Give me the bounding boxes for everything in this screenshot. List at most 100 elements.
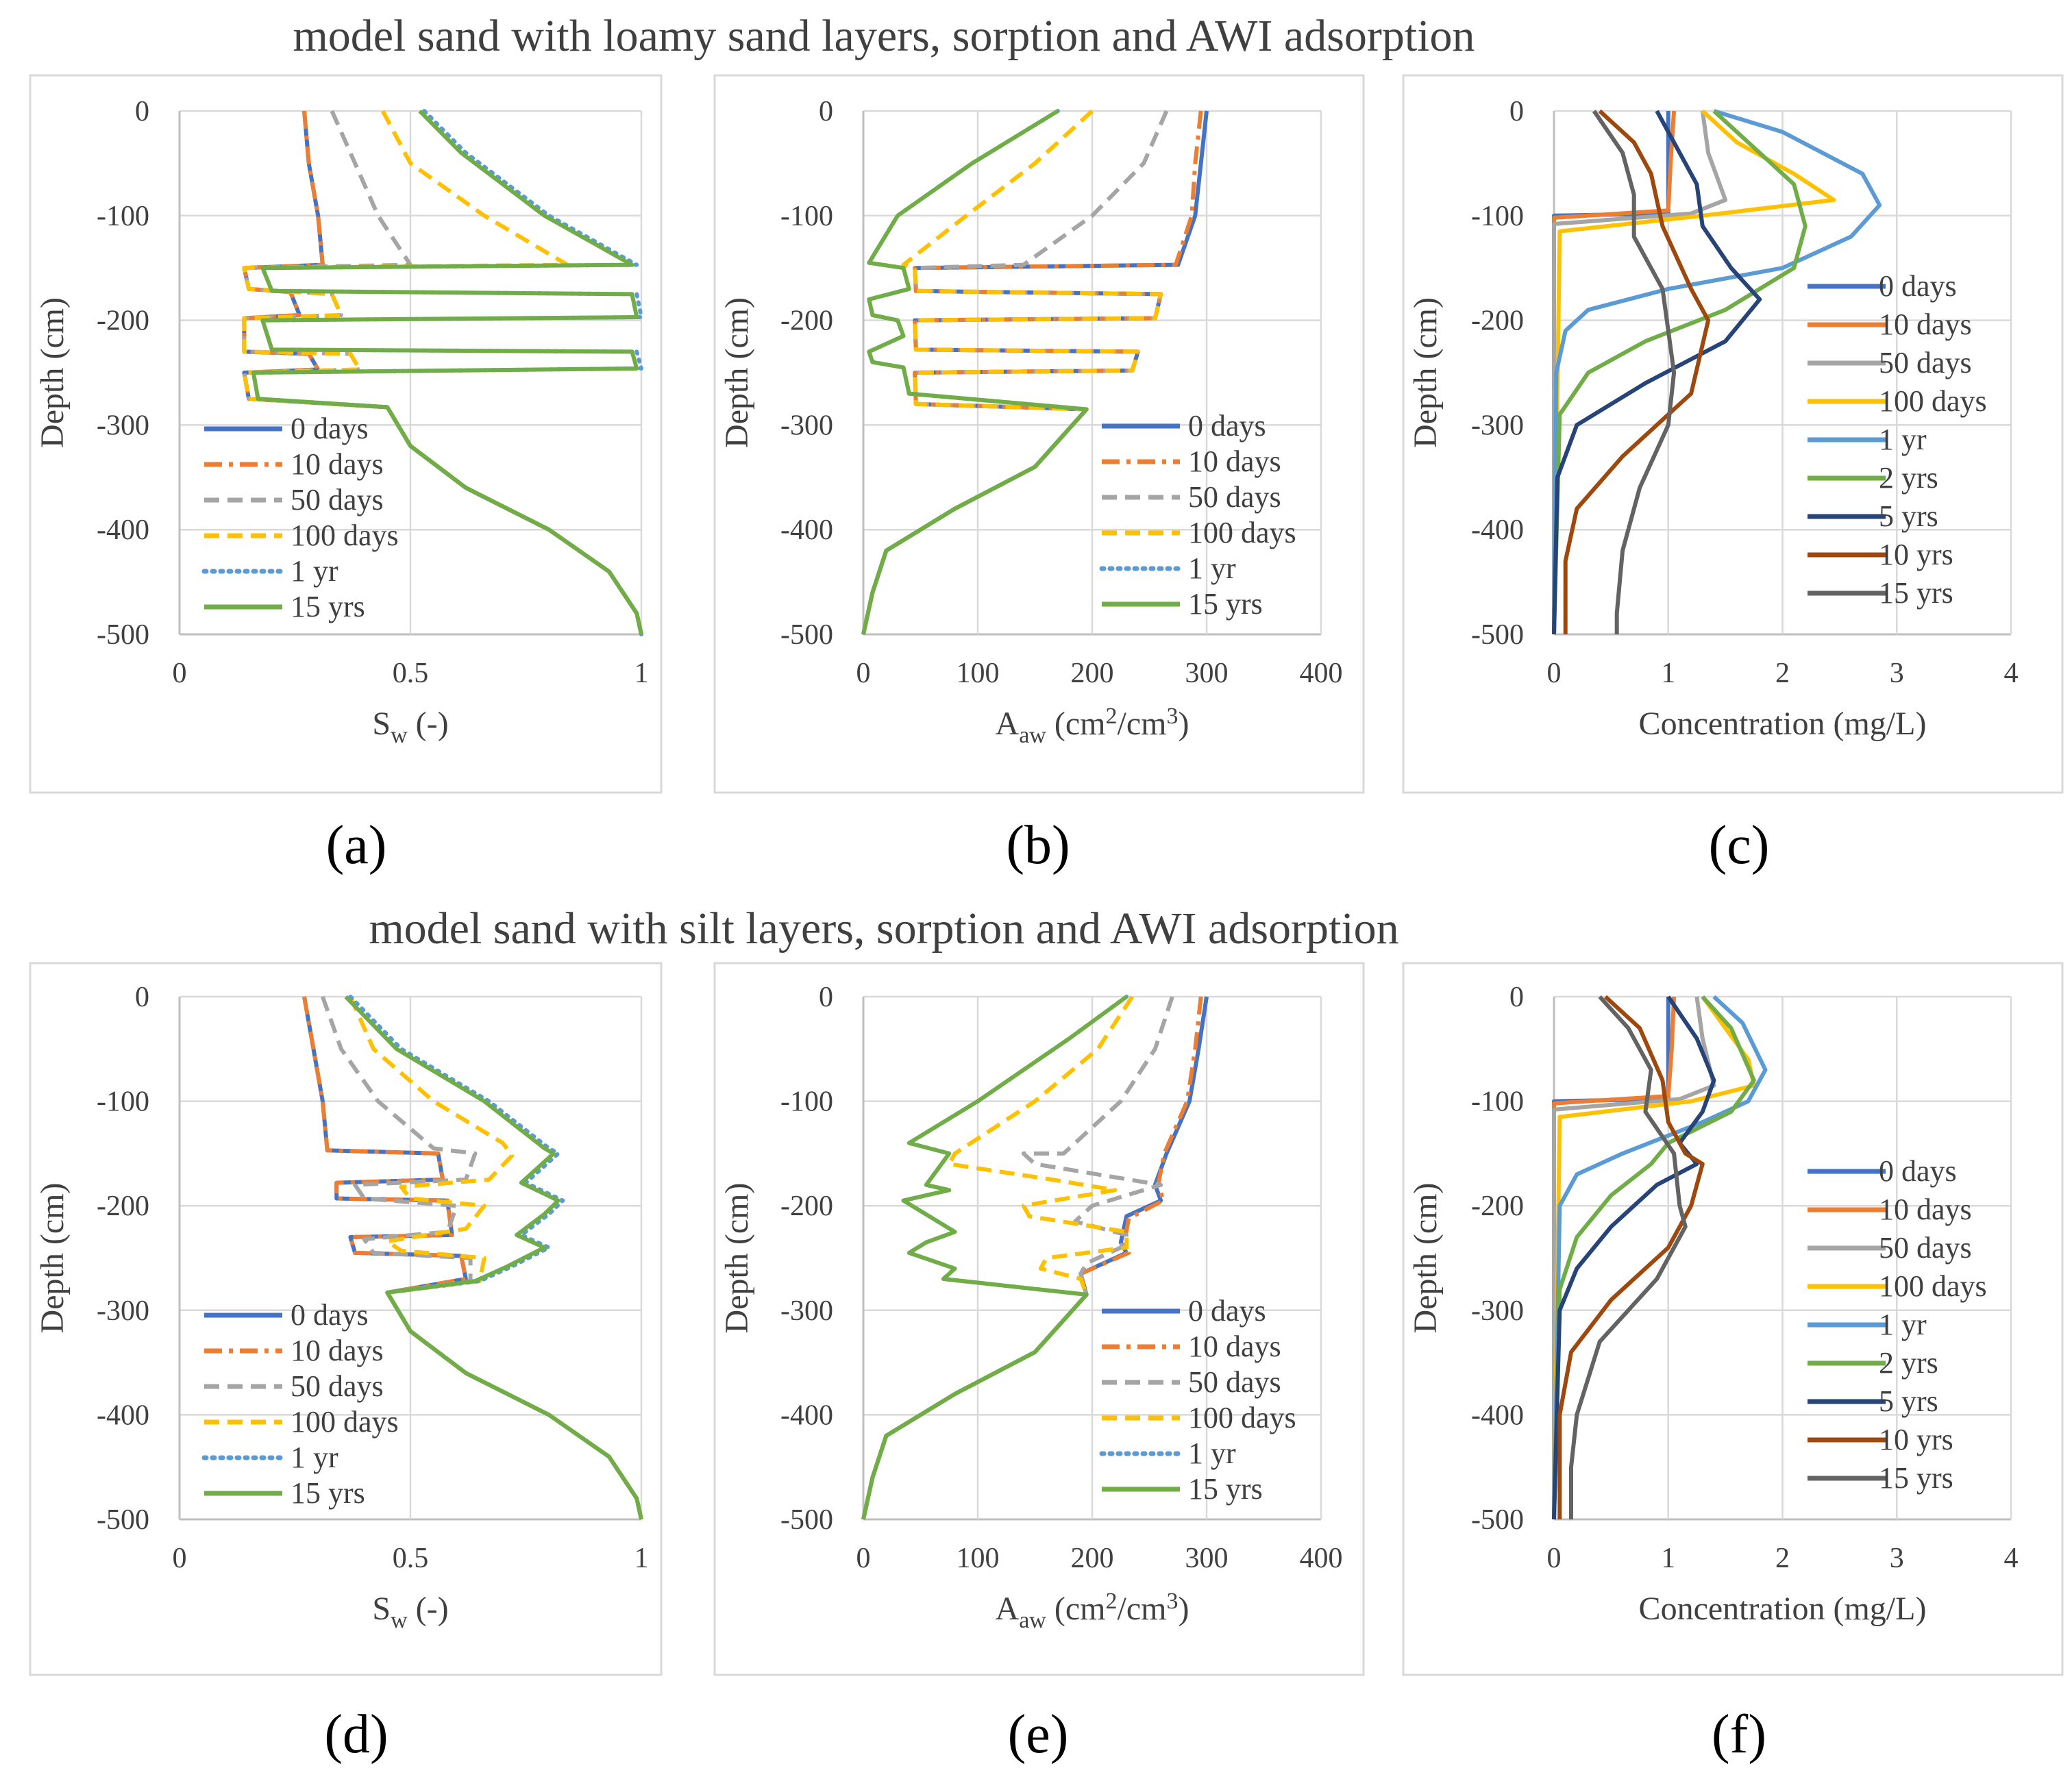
x-axis-title-part: S (372, 1591, 391, 1627)
x-axis-title-part: (cm (1046, 706, 1106, 742)
panel-letter: (c) (1709, 815, 1770, 875)
x-axis-title: Sw (-) (372, 706, 448, 748)
legend-label: 10 days (1188, 445, 1281, 478)
series-line-100-days (1552, 995, 1756, 1520)
y-tick-label: -500 (97, 1504, 149, 1536)
series-line-10-days (302, 996, 643, 1520)
legend-label: 50 days (1188, 1365, 1281, 1399)
x-tick-label: 4 (2004, 658, 2019, 689)
y-tick-label: -100 (780, 1086, 833, 1118)
series-line-5-yrs (1552, 995, 1716, 1520)
y-tick-label: -400 (97, 514, 149, 546)
legend-label: 10 days (1879, 308, 1972, 341)
y-axis-title: Depth (cm) (34, 297, 71, 448)
y-tick-label: -300 (1471, 1295, 1524, 1327)
legend-label: 50 days (1879, 1231, 1972, 1265)
legend-label: 2 yrs (1879, 1346, 1938, 1380)
x-tick-label: 200 (1071, 658, 1114, 689)
x-axis-title-part: (-) (408, 1591, 449, 1627)
y-tick-label: -200 (97, 306, 149, 337)
x-axis-title: Aaw (cm2/cm3) (996, 1589, 1189, 1633)
legend-label: 1 yr (1188, 551, 1236, 585)
x-tick-label: 0 (1547, 658, 1562, 689)
panel-frame (1402, 962, 2064, 1676)
y-tick-label: -300 (97, 1295, 149, 1327)
x-tick-label: 0 (856, 1543, 871, 1574)
x-tick-label: 0 (173, 1543, 187, 1574)
series-line-50-days (861, 110, 1169, 635)
x-tick-label: 2 (1775, 658, 1790, 689)
legend-label: 50 days (291, 1369, 384, 1403)
series-line-15-yrs (251, 109, 643, 635)
series-line-1-yr (1552, 995, 1768, 1520)
x-tick-label: 4 (2004, 1543, 2019, 1574)
legend-label: 0 days (1188, 409, 1266, 443)
x-axis-title-part: w (391, 1608, 408, 1633)
y-tick-label: -500 (1471, 1504, 1524, 1536)
y-axis-title: Depth (cm) (1407, 1183, 1444, 1334)
y-tick-label: 0 (135, 96, 149, 127)
series-line-10-days (861, 996, 1203, 1520)
y-tick-label: -100 (780, 201, 833, 232)
y-tick-label: -400 (97, 1399, 149, 1431)
x-axis-title: Sw (-) (372, 1591, 448, 1633)
x-axis-title: Aaw (cm2/cm3) (996, 704, 1189, 748)
y-tick-label: -400 (1471, 514, 1524, 546)
panel-letter: (a) (326, 815, 387, 875)
chart-panel-6: 0 -100 -200 -300 -400 -500 0 1 2 3 4 Depth (cm) Conc… (1402, 962, 2064, 1765)
series-line-5-yrs (1552, 110, 1762, 635)
y-tick-label: -100 (1471, 201, 1524, 232)
y-tick-label: -500 (97, 619, 149, 651)
legend-label: 100 days (291, 519, 399, 552)
series-line-100-days (1552, 109, 1836, 635)
legend-label: 100 days (1188, 516, 1296, 549)
y-tick-label: -200 (1471, 1191, 1524, 1222)
series-line-15-yrs (861, 995, 1128, 1520)
legend-label: 1 yr (291, 1441, 338, 1474)
y-tick-label: -500 (780, 619, 833, 651)
chart-panel-4: 0 -100 -200 -300 -400 -500 0 0.5 1 Depth (cm) Sw (… (29, 962, 663, 1765)
x-axis-title: Concentration (mg/L) (1639, 706, 1927, 742)
panel-frame (713, 74, 1365, 794)
legend-label: 1 yr (1879, 423, 1927, 456)
y-tick-label: -400 (780, 1399, 833, 1431)
legend-label: 10 days (1879, 1193, 1972, 1226)
panel-frame (29, 74, 663, 794)
series-line-10-yrs (1557, 995, 1705, 1519)
x-tick-label: 2 (1775, 1543, 1790, 1574)
legend-label: 15 yrs (291, 1476, 365, 1510)
legend-label: 0 days (291, 412, 369, 445)
row-title-top: model sand with loamy sand layers, sorpt… (293, 11, 1475, 61)
legend-label: 5 yrs (1879, 499, 1938, 533)
series-line-15-yrs (1569, 995, 1688, 1519)
x-tick-label: 1 (1661, 658, 1675, 689)
legend-label: 10 days (291, 447, 384, 481)
x-tick-label: 0 (856, 658, 871, 689)
legend-label: 100 days (291, 1405, 399, 1439)
chart-panel-2: 0 -100 -200 -300 -400 -500 0 100 200 300 400 Depth … (713, 74, 1365, 875)
y-tick-label: -300 (1471, 410, 1524, 441)
y-tick-label: -300 (780, 410, 833, 441)
legend-label: 10 days (291, 1334, 384, 1367)
chart-panel-3: 0 -100 -200 -300 -400 -500 0 1 2 3 4 Depth (cm) Conc… (1402, 74, 2064, 875)
x-axis-title-part: 3 (1166, 1589, 1178, 1614)
x-axis-title-part: ) (1178, 1591, 1189, 1627)
y-axis-title: Depth (cm) (1407, 297, 1444, 448)
legend-label: 10 yrs (1879, 1423, 1953, 1456)
y-tick-label: 0 (819, 982, 833, 1013)
x-axis-title-part: aw (1019, 1608, 1046, 1633)
y-tick-label: -200 (780, 1191, 833, 1222)
y-tick-label: -200 (780, 306, 833, 337)
y-axis-title: Depth (cm) (719, 1183, 755, 1334)
panel-frame (29, 962, 663, 1676)
legend-label: 10 yrs (1879, 538, 1953, 571)
x-axis-title: Concentration (mg/L) (1639, 1591, 1927, 1627)
legend-label: 15 yrs (1879, 576, 1953, 610)
panel-letter: (e) (1008, 1704, 1069, 1765)
x-tick-label: 1 (634, 1543, 649, 1574)
panel-frame (713, 962, 1365, 1676)
legend-label: 1 yr (1188, 1436, 1236, 1470)
panel-letter: (b) (1006, 815, 1070, 875)
x-axis-title-part: (-) (408, 706, 449, 742)
